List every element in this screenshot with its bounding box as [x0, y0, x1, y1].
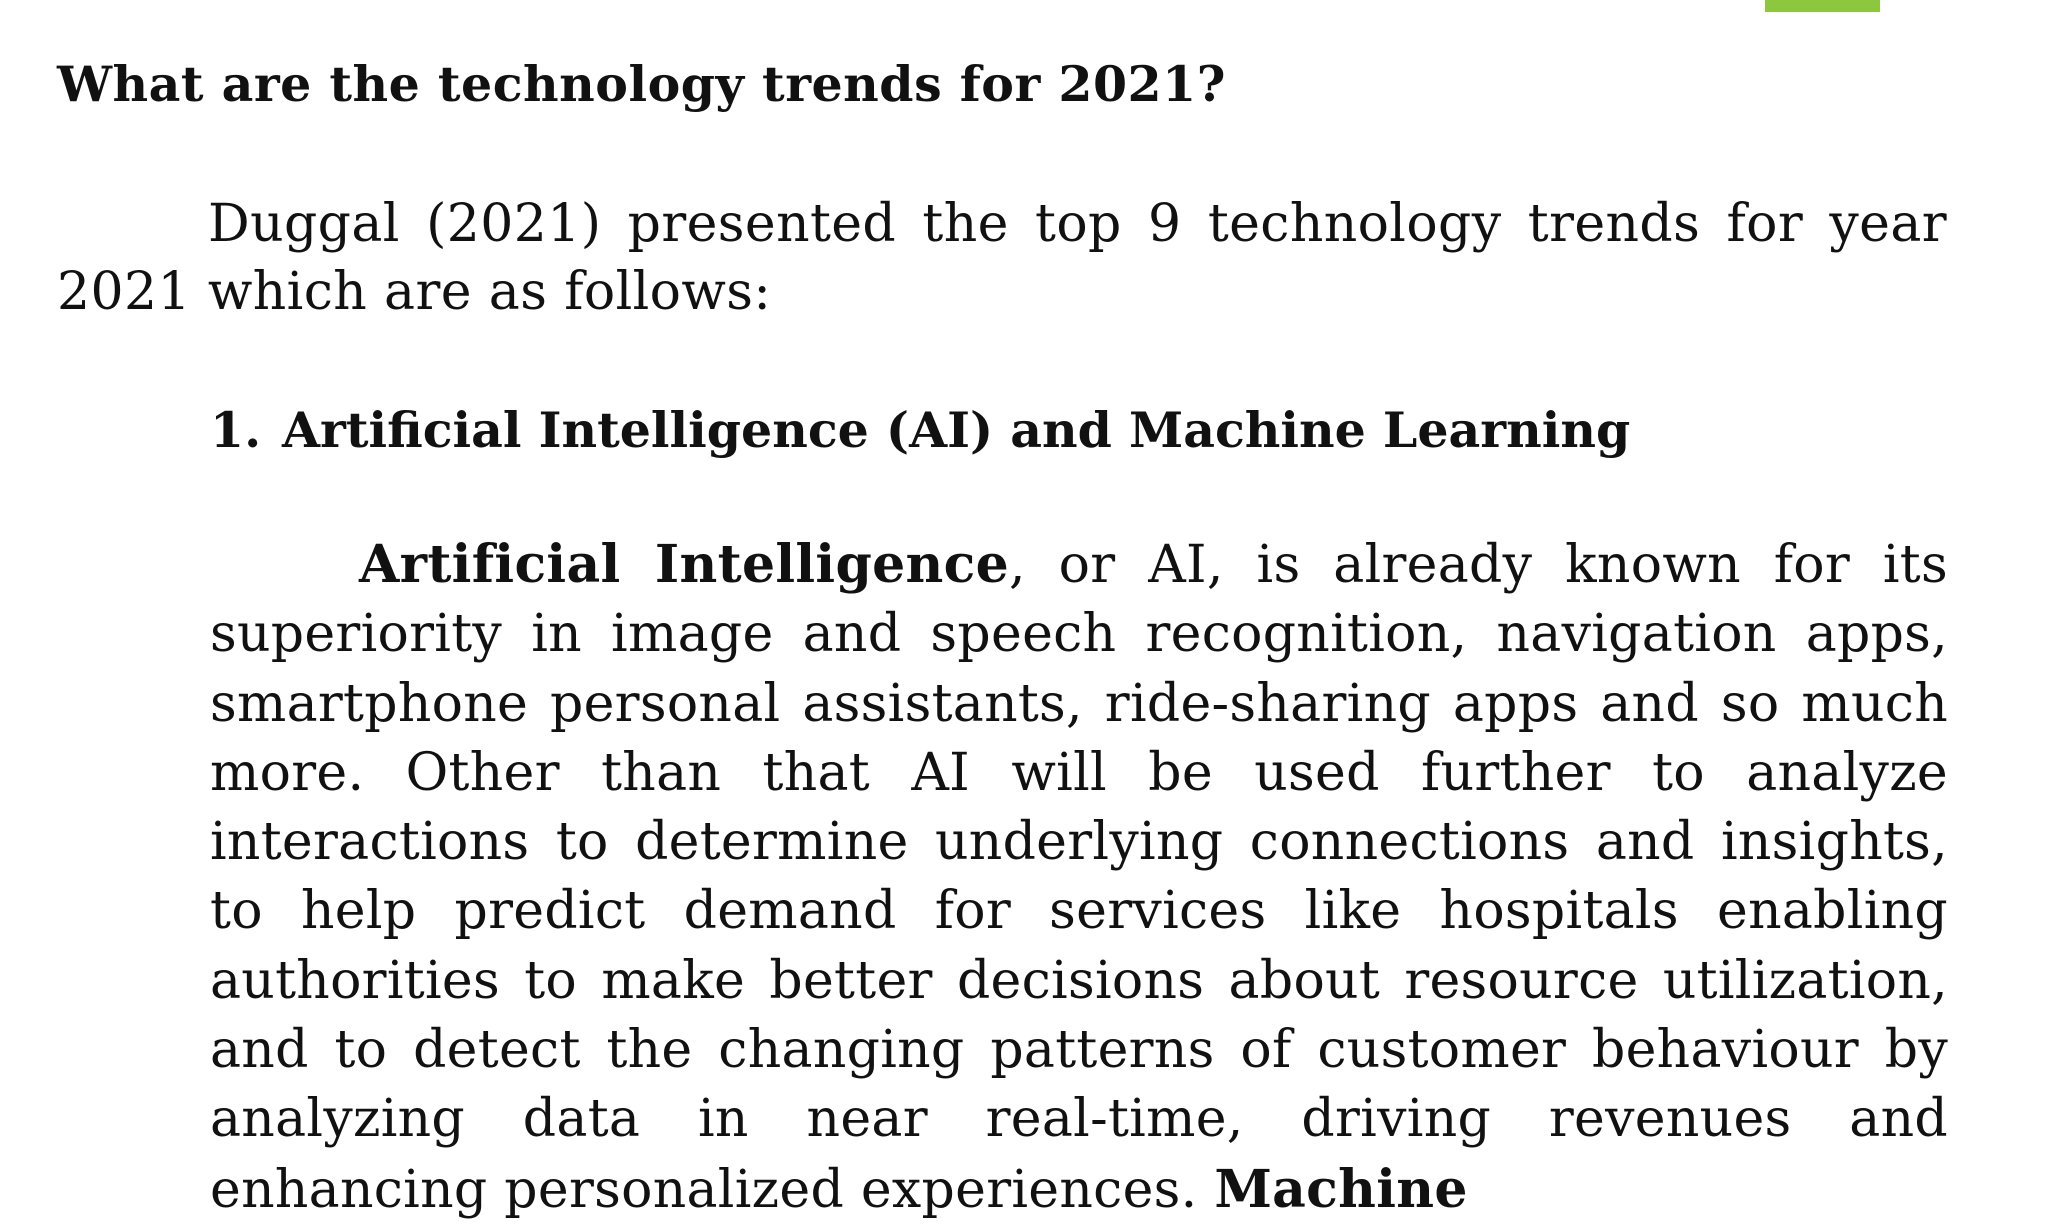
intro-paragraph: Duggal (2021) presented the top 9 techno…	[57, 194, 1947, 322]
lead-term: Artificial Intelligence	[359, 534, 1009, 595]
accent-bar	[1765, 0, 1880, 12]
section-body-paragraph: Artificial Intelligence, or AI, is alrea…	[210, 530, 1948, 1225]
section-title: Artificial Intelligence (AI) and Machine…	[282, 401, 1631, 459]
body-text: , or AI, is already known for its superi…	[210, 535, 1948, 1220]
page-heading: What are the technology trends for 2021?	[57, 55, 1226, 113]
document-page: What are the technology trends for 2021?…	[57, 55, 1948, 1220]
section-heading: 1. Artificial Intelligence (AI) and Machi…	[210, 398, 1630, 462]
trailing-term: Machine	[1214, 1158, 1468, 1220]
section-number: 1.	[210, 401, 262, 459]
